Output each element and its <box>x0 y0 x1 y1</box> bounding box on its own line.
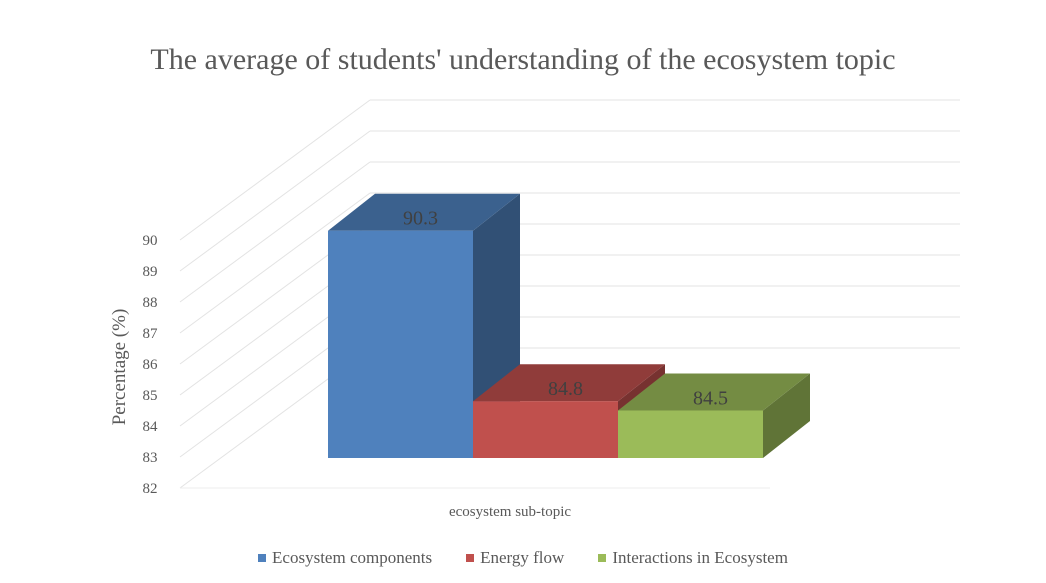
side-grid-line <box>179 99 371 241</box>
bar <box>473 401 618 458</box>
y-tick-label: 90 <box>143 233 158 249</box>
legend-swatch <box>466 554 475 562</box>
data-label: 84.8 <box>548 378 583 400</box>
legend-label: Interactions in Ecosystem <box>612 548 788 567</box>
legend-item: Ecosystem components <box>258 548 432 568</box>
data-label: 84.5 <box>693 388 728 410</box>
y-tick-label: 88 <box>143 295 158 311</box>
bar <box>618 410 763 458</box>
legend-label: Ecosystem components <box>272 548 433 567</box>
y-tick-label: 87 <box>143 326 159 342</box>
y-tick-label: 89 <box>143 264 158 280</box>
y-tick-label: 85 <box>143 388 158 404</box>
legend-item: Energy flow <box>466 548 564 568</box>
y-tick-label: 86 <box>143 357 159 373</box>
bar-top <box>473 364 665 402</box>
side-grid-line <box>179 130 371 272</box>
side-grid-line <box>179 161 371 303</box>
y-tick-label: 83 <box>143 450 158 466</box>
side-grid-line <box>179 192 371 334</box>
bar-top <box>328 193 520 231</box>
y-tick-label: 84 <box>143 419 159 435</box>
x-axis-title: ecosystem sub-topic <box>449 504 571 520</box>
legend-swatch <box>258 554 267 562</box>
chart-title: The average of students' understanding o… <box>150 43 896 76</box>
legend-swatch <box>598 554 607 562</box>
legend-label: Energy flow <box>480 548 565 567</box>
bar-top <box>618 373 810 411</box>
data-label: 90.3 <box>403 208 438 230</box>
y-tick-label: 82 <box>143 481 158 497</box>
legend-item: Interactions in Ecosystem <box>598 548 788 568</box>
bar <box>328 230 473 458</box>
bar-side <box>763 373 810 458</box>
y-axis-title: Percentage (%) <box>109 309 130 426</box>
legend: Ecosystem components Energy flow Interacti… <box>0 548 1046 568</box>
